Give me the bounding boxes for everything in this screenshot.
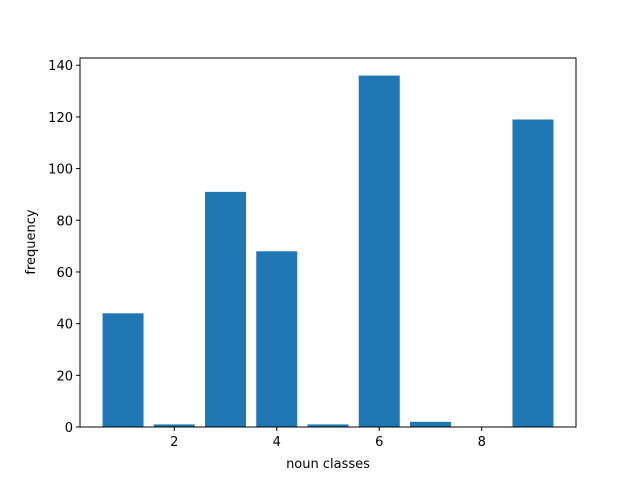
bar <box>205 191 247 427</box>
x-tick-label: 4 <box>273 435 281 450</box>
y-tick-label: 60 <box>56 266 73 281</box>
bar <box>512 119 554 427</box>
plot-frame <box>79 57 577 428</box>
y-tick-label: 100 <box>48 163 73 178</box>
x-tick-label: 6 <box>375 435 383 450</box>
y-tick-label: 80 <box>56 214 73 229</box>
bar <box>153 424 195 427</box>
x-tick-label: 8 <box>478 435 486 450</box>
y-tick-label: 120 <box>48 111 73 126</box>
bar <box>307 424 349 427</box>
y-tick-label: 0 <box>65 421 73 436</box>
x-tick-label: 2 <box>170 435 178 450</box>
x-axis-label: noun classes <box>286 457 370 472</box>
y-axis-label: frequency <box>24 209 39 275</box>
y-tick-label: 20 <box>56 369 73 384</box>
y-tick-label: 40 <box>56 318 73 333</box>
y-tick-label: 140 <box>48 59 73 74</box>
bar <box>409 421 451 427</box>
bar <box>102 313 144 427</box>
bar <box>256 251 298 427</box>
bar <box>358 75 400 428</box>
